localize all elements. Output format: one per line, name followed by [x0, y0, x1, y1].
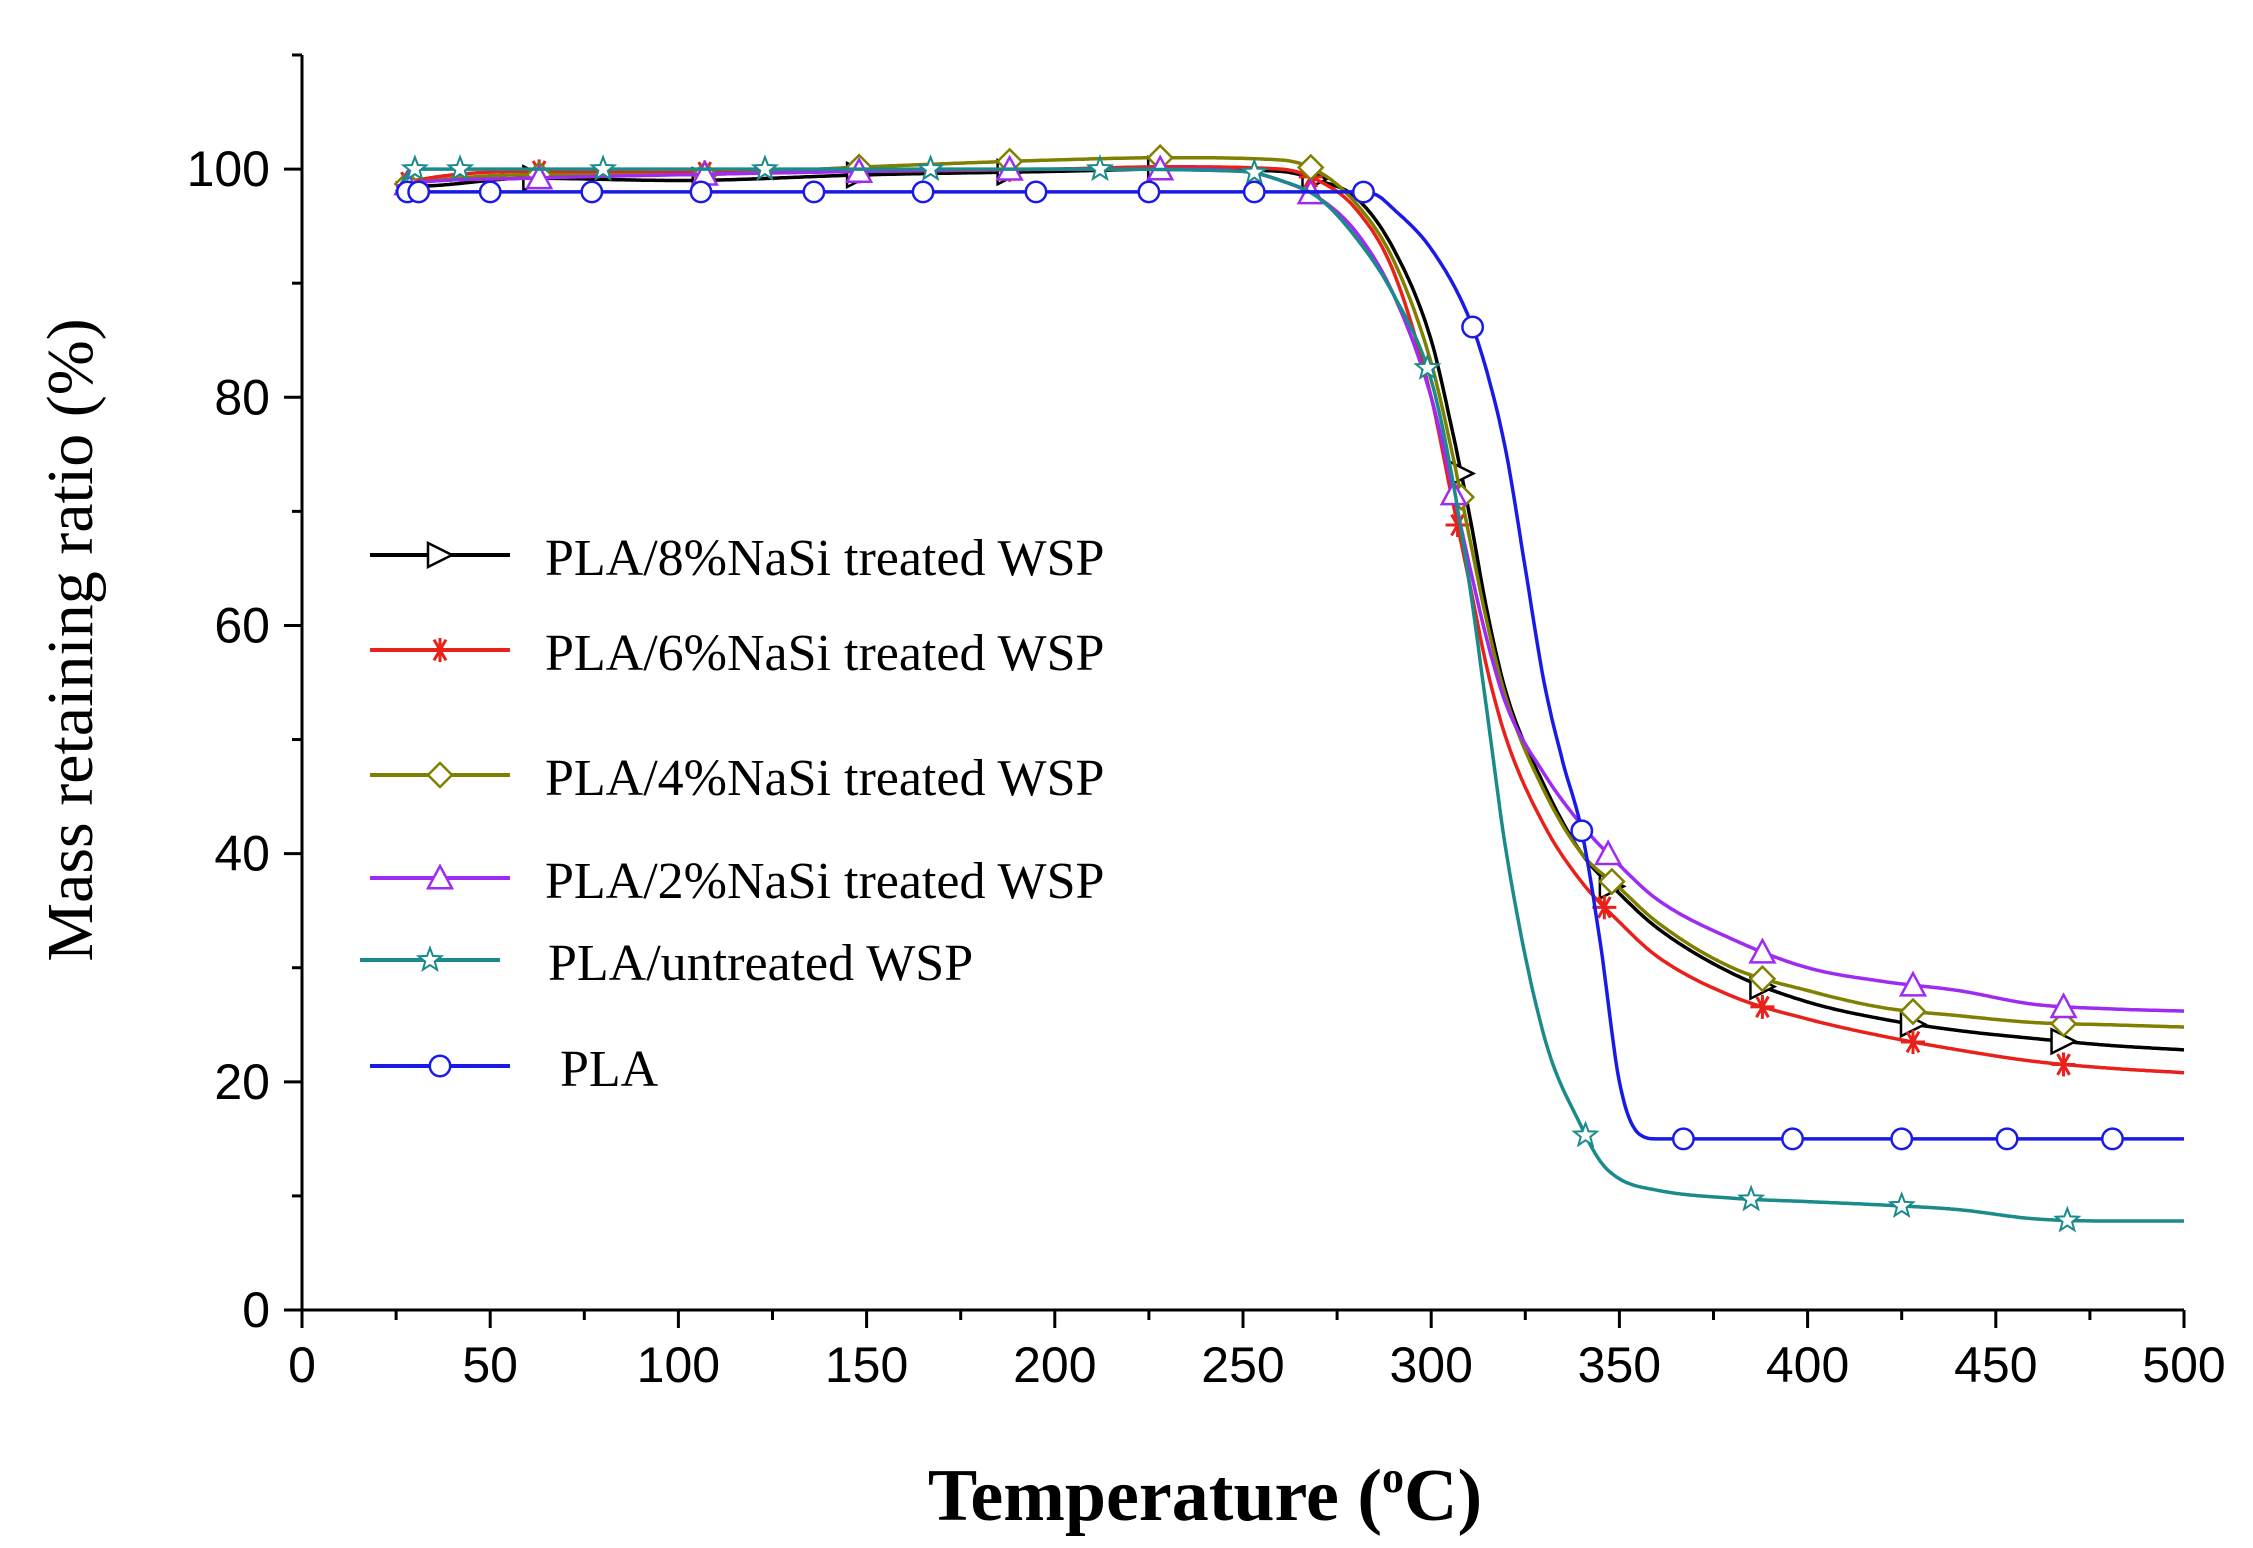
x-tick-label: 200 — [1013, 1337, 1096, 1393]
series-marker — [1592, 895, 1617, 920]
series-marker — [525, 163, 554, 190]
legend-label: PLA/8%NaSi treated WSP — [545, 530, 1104, 587]
x-tick-label: 50 — [462, 1337, 518, 1393]
series-marker — [1594, 839, 1623, 866]
series-marker — [2053, 1205, 2082, 1233]
legend-marker — [428, 638, 452, 662]
series-marker — [1413, 353, 1442, 381]
series-marker — [1887, 1191, 1916, 1219]
x-tick-label: 100 — [637, 1337, 720, 1393]
series-marker — [1737, 1184, 1766, 1212]
series-marker — [1995, 1127, 2019, 1151]
x-tick-label: 0 — [288, 1337, 316, 1393]
x-tick-label: 450 — [1954, 1337, 2037, 1393]
legend: PLA/8%NaSi treated WSP PLA/6%NaSi treated… — [360, 530, 1104, 1098]
series-marker — [445, 154, 475, 182]
legend-label: PLA — [560, 1041, 659, 1098]
x-tick-label: 350 — [1578, 1337, 1661, 1393]
series-marker — [2101, 1127, 2124, 1151]
x-axis-title-sup: o — [1382, 1453, 1404, 1502]
series-marker — [1570, 819, 1594, 843]
x-tick-label: 500 — [2142, 1337, 2225, 1393]
series-marker — [2051, 1052, 2076, 1077]
x-tick-label: 400 — [1766, 1337, 1849, 1393]
legend-marker — [415, 945, 445, 973]
series-4 — [394, 154, 2184, 1233]
series-marker — [1748, 965, 1777, 993]
x-tick-label: 250 — [1201, 1337, 1284, 1393]
legend-marker — [426, 540, 455, 570]
series-marker — [1085, 154, 1115, 182]
x-axis-title-main: Temperature ( — [928, 1455, 1382, 1537]
series-marker — [1898, 970, 1928, 997]
series-layer — [393, 143, 2185, 1233]
series-marker — [400, 154, 430, 182]
series-marker — [478, 180, 502, 204]
series-marker — [1671, 1127, 1695, 1151]
legend-item-3: PLA/2%NaSi treated WSP — [370, 853, 1104, 910]
y-tick-label: 60 — [214, 597, 270, 653]
y-tick-label: 20 — [214, 1054, 270, 1110]
legend-label: PLA/2%NaSi treated WSP — [545, 853, 1104, 910]
series-marker — [1024, 180, 1048, 204]
series-marker — [802, 180, 826, 204]
series-marker — [1137, 180, 1161, 204]
series-marker — [407, 180, 431, 204]
series-marker — [750, 154, 780, 182]
series-marker — [1899, 997, 1927, 1026]
legend-marker — [426, 761, 454, 789]
series-marker — [588, 154, 618, 182]
legend-item-1: PLA/6%NaSi treated WSP — [370, 625, 1104, 682]
series-marker — [1351, 180, 1375, 204]
x-tick-label: 300 — [1389, 1337, 1472, 1393]
legend-item-5: PLA — [370, 1041, 659, 1098]
legend-item-4: PLA/untreated WSP — [360, 935, 973, 992]
series-marker — [1748, 937, 1777, 964]
legend-marker — [428, 1054, 452, 1078]
y-tick-label: 40 — [214, 826, 270, 882]
axes: 0 50 100 150 200 250 300 350 400 450 500 0 20 40 60 80 1… — [187, 53, 2226, 1393]
legend-marker — [425, 863, 455, 890]
x-tick-label: 150 — [825, 1337, 908, 1393]
series-marker — [1242, 180, 1266, 204]
series-marker — [1900, 1030, 1925, 1055]
legend-label: PLA/untreated WSP — [548, 935, 973, 992]
series-marker — [689, 180, 713, 204]
legend-item-0: PLA/8%NaSi treated WSP — [370, 530, 1104, 587]
legend-label: PLA/4%NaSi treated WSP — [545, 750, 1104, 807]
series-marker — [1461, 315, 1485, 339]
series-marker — [2049, 992, 2078, 1019]
series-marker — [916, 154, 945, 182]
y-tick-label: 100 — [187, 141, 270, 197]
y-tick-label: 0 — [242, 1282, 270, 1338]
x-axis-title-tail: C) — [1404, 1455, 1482, 1537]
legend-label: PLA/6%NaSi treated WSP — [545, 625, 1104, 682]
x-axis-title: Temperature (oC) — [928, 1453, 1482, 1537]
series-0 — [396, 155, 2185, 1056]
series-marker — [1571, 1120, 1600, 1148]
series-marker — [1240, 157, 1269, 185]
series-marker — [1598, 867, 1626, 896]
y-axis-title: Mass retaining ratio (%) — [34, 318, 107, 961]
series-marker — [1781, 1127, 1804, 1151]
series-5 — [395, 180, 2184, 1151]
series-marker — [580, 180, 604, 204]
series-marker — [1890, 1127, 1914, 1151]
y-tick-label: 80 — [214, 369, 270, 425]
legend-item-2: PLA/4%NaSi treated WSP — [370, 750, 1104, 807]
series-line — [396, 167, 2185, 1052]
series-marker — [911, 180, 935, 204]
series-marker — [1750, 994, 1775, 1019]
series-line — [394, 167, 2184, 1223]
